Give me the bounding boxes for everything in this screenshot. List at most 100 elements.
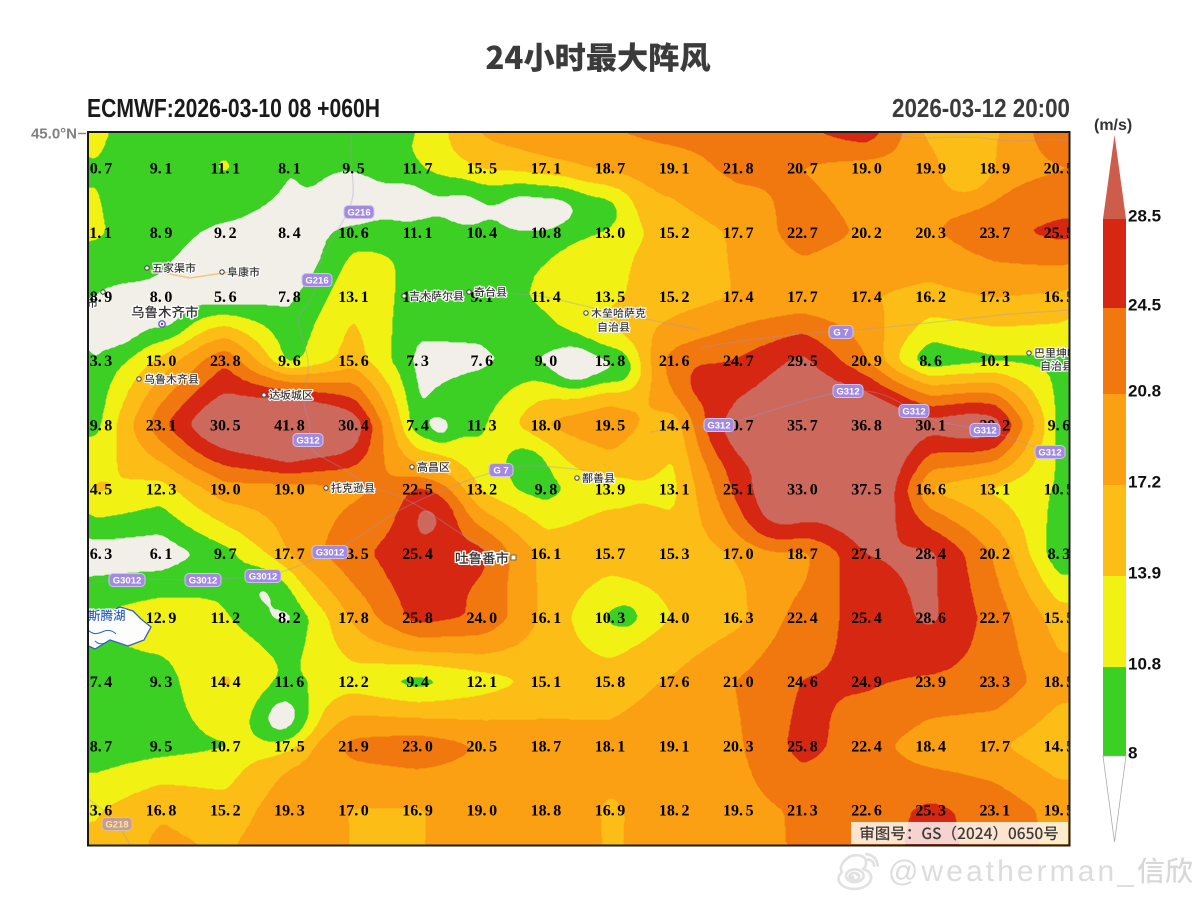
svg-text:18.9: 18. 9 (980, 161, 1011, 178)
svg-text:25.5: 25.5 (1044, 225, 1075, 242)
svg-text:8.2: 8. 2 (278, 610, 301, 627)
svg-text:15.2: 15. 2 (210, 803, 241, 820)
svg-text:18.0: 18. 0 (531, 417, 562, 434)
svg-text:G216: G216 (347, 208, 370, 219)
svg-text:17.4: 17. 4 (82, 674, 113, 691)
svg-text:24.5: 24.5 (1128, 296, 1161, 315)
svg-text:G3012: G3012 (249, 572, 278, 583)
svg-text:16.3: 16. 3 (723, 610, 754, 627)
svg-text:10.8: 10.8 (1128, 655, 1161, 674)
svg-text:10.5: 10.5 (1044, 482, 1075, 499)
svg-text:16.2: 16. 2 (915, 289, 946, 306)
svg-text:12.9: 12. 9 (146, 610, 177, 627)
svg-text:9.3: 9. 3 (150, 674, 173, 691)
svg-text:25.4: 25. 4 (851, 610, 882, 627)
svg-text:16.9: 16. 9 (402, 803, 433, 820)
svg-text:22.6: 22. 6 (851, 803, 882, 820)
svg-text:17.2: 17.2 (1128, 473, 1161, 492)
svg-text:16.1: 16. 1 (531, 546, 562, 563)
svg-text:15.3: 15. 3 (659, 546, 690, 563)
svg-text:10.1: 10. 1 (980, 353, 1011, 370)
svg-text:9.6: 9. 6 (1048, 417, 1071, 434)
svg-text:8.1: 8. 1 (278, 161, 301, 178)
svg-text:ECMWF:2026-03-10 08 +060H: ECMWF:2026-03-10 08 +060H (87, 93, 380, 123)
svg-text:11.1: 11. 1 (403, 225, 433, 242)
svg-text:15.8: 15. 8 (595, 353, 626, 370)
svg-text:16.1: 16. 1 (531, 610, 562, 627)
svg-text:15.0: 15. 0 (146, 353, 177, 370)
svg-text:17.0: 17. 0 (723, 546, 754, 563)
svg-text:17.6: 17. 6 (659, 674, 690, 691)
svg-text:25.8: 25. 8 (787, 738, 818, 755)
svg-text:19.5: 19.5 (595, 417, 626, 434)
svg-text:17.7: 17. 7 (787, 289, 818, 306)
svg-text:G312: G312 (973, 426, 996, 437)
svg-text:10.7: 10. 7 (210, 738, 241, 755)
svg-text:15.2: 15. 2 (659, 289, 690, 306)
svg-text:G3012: G3012 (189, 576, 218, 587)
svg-text:9.5: 9. 5 (342, 161, 365, 178)
svg-text:12.2: 12. 2 (338, 674, 369, 691)
svg-text:21.6: 21. 6 (659, 353, 690, 370)
svg-text:8: 8 (1128, 744, 1137, 763)
svg-text:28.4: 28. 4 (915, 546, 946, 563)
svg-text:22.5: 22. 5 (402, 482, 433, 499)
svg-text:14.5: 14.5 (82, 482, 113, 499)
svg-text:18.2: 18. 2 (659, 803, 690, 820)
svg-text:10.3: 10. 3 (595, 610, 626, 627)
svg-text:18.8: 18. 8 (531, 803, 562, 820)
svg-text:11.1: 11. 1 (82, 225, 112, 242)
svg-text:19.1: 19. 1 (659, 161, 690, 178)
svg-text:23.0: 23. 0 (402, 738, 433, 755)
svg-text:11.1: 11. 1 (210, 161, 240, 178)
svg-text:9.5: 9. 5 (150, 738, 173, 755)
svg-text:20.2: 20. 2 (851, 225, 882, 242)
svg-text:13.0: 13. 0 (595, 225, 626, 242)
svg-text:15.5: 15.5 (1044, 610, 1075, 627)
svg-text:19.5: 19.5 (1044, 803, 1075, 820)
svg-text:23.3: 23. 3 (980, 674, 1011, 691)
svg-text:16.8: 16. 8 (146, 803, 177, 820)
svg-text:20.9: 20. 9 (851, 353, 882, 370)
svg-text:14.0: 14. 0 (659, 610, 690, 627)
svg-text:16.3: 16. 3 (82, 546, 113, 563)
svg-text:33.0: 33. 0 (787, 482, 818, 499)
svg-text:13.1: 13. 1 (980, 482, 1011, 499)
svg-text:14.4: 14. 4 (210, 674, 241, 691)
svg-text:10.8: 10.8 (531, 225, 562, 242)
svg-text:20.8: 20.8 (1128, 382, 1161, 401)
svg-text:19.9: 19. 9 (915, 161, 946, 178)
svg-text:11.7: 11. 7 (403, 161, 433, 178)
svg-text:18.7: 18. 7 (531, 738, 562, 755)
svg-text:13.9: 13.9 (1128, 564, 1161, 583)
svg-text:24.0: 24. 0 (466, 610, 497, 627)
svg-text:G 7: G 7 (833, 328, 848, 339)
svg-text:19.0: 19. 0 (851, 161, 882, 178)
svg-text:14.4: 14. 4 (659, 417, 690, 434)
svg-text:22.4: 22. 4 (787, 610, 818, 627)
svg-text:45.0°N: 45.0°N (31, 126, 77, 143)
svg-text:13.9: 13.9 (595, 482, 626, 499)
svg-text:9.8: 9. 8 (535, 482, 558, 499)
svg-text:19.0: 19. 0 (274, 482, 305, 499)
svg-text:G 7: G 7 (493, 466, 508, 477)
svg-text:35.7: 35. 7 (787, 417, 818, 434)
svg-text:27.1: 27. 1 (851, 546, 882, 563)
svg-text:8.9: 8. 9 (150, 225, 173, 242)
svg-text:22.7: 22. 7 (980, 610, 1011, 627)
svg-text:30.1: 30. 1 (915, 417, 946, 434)
svg-text:22.4: 22. 4 (851, 738, 882, 755)
svg-text:19.0: 19. 0 (466, 803, 497, 820)
svg-text:23.1: 23. 1 (980, 803, 1011, 820)
svg-text:36.8: 36. 8 (851, 417, 882, 434)
svg-text:11.3: 11. 3 (467, 417, 497, 434)
svg-text:G312: G312 (836, 387, 859, 398)
svg-text:G312: G312 (1038, 448, 1061, 459)
svg-text:41.8: 41. 8 (274, 417, 305, 434)
svg-text:28.6: 28. 6 (915, 610, 946, 627)
svg-text:9.7: 9. 7 (214, 546, 237, 563)
svg-text:13.3: 13. 3 (82, 353, 113, 370)
svg-text:19.0: 19. 0 (210, 482, 241, 499)
svg-text:17.5: 17. 5 (274, 738, 305, 755)
svg-text:23.8: 23. 8 (210, 353, 241, 370)
